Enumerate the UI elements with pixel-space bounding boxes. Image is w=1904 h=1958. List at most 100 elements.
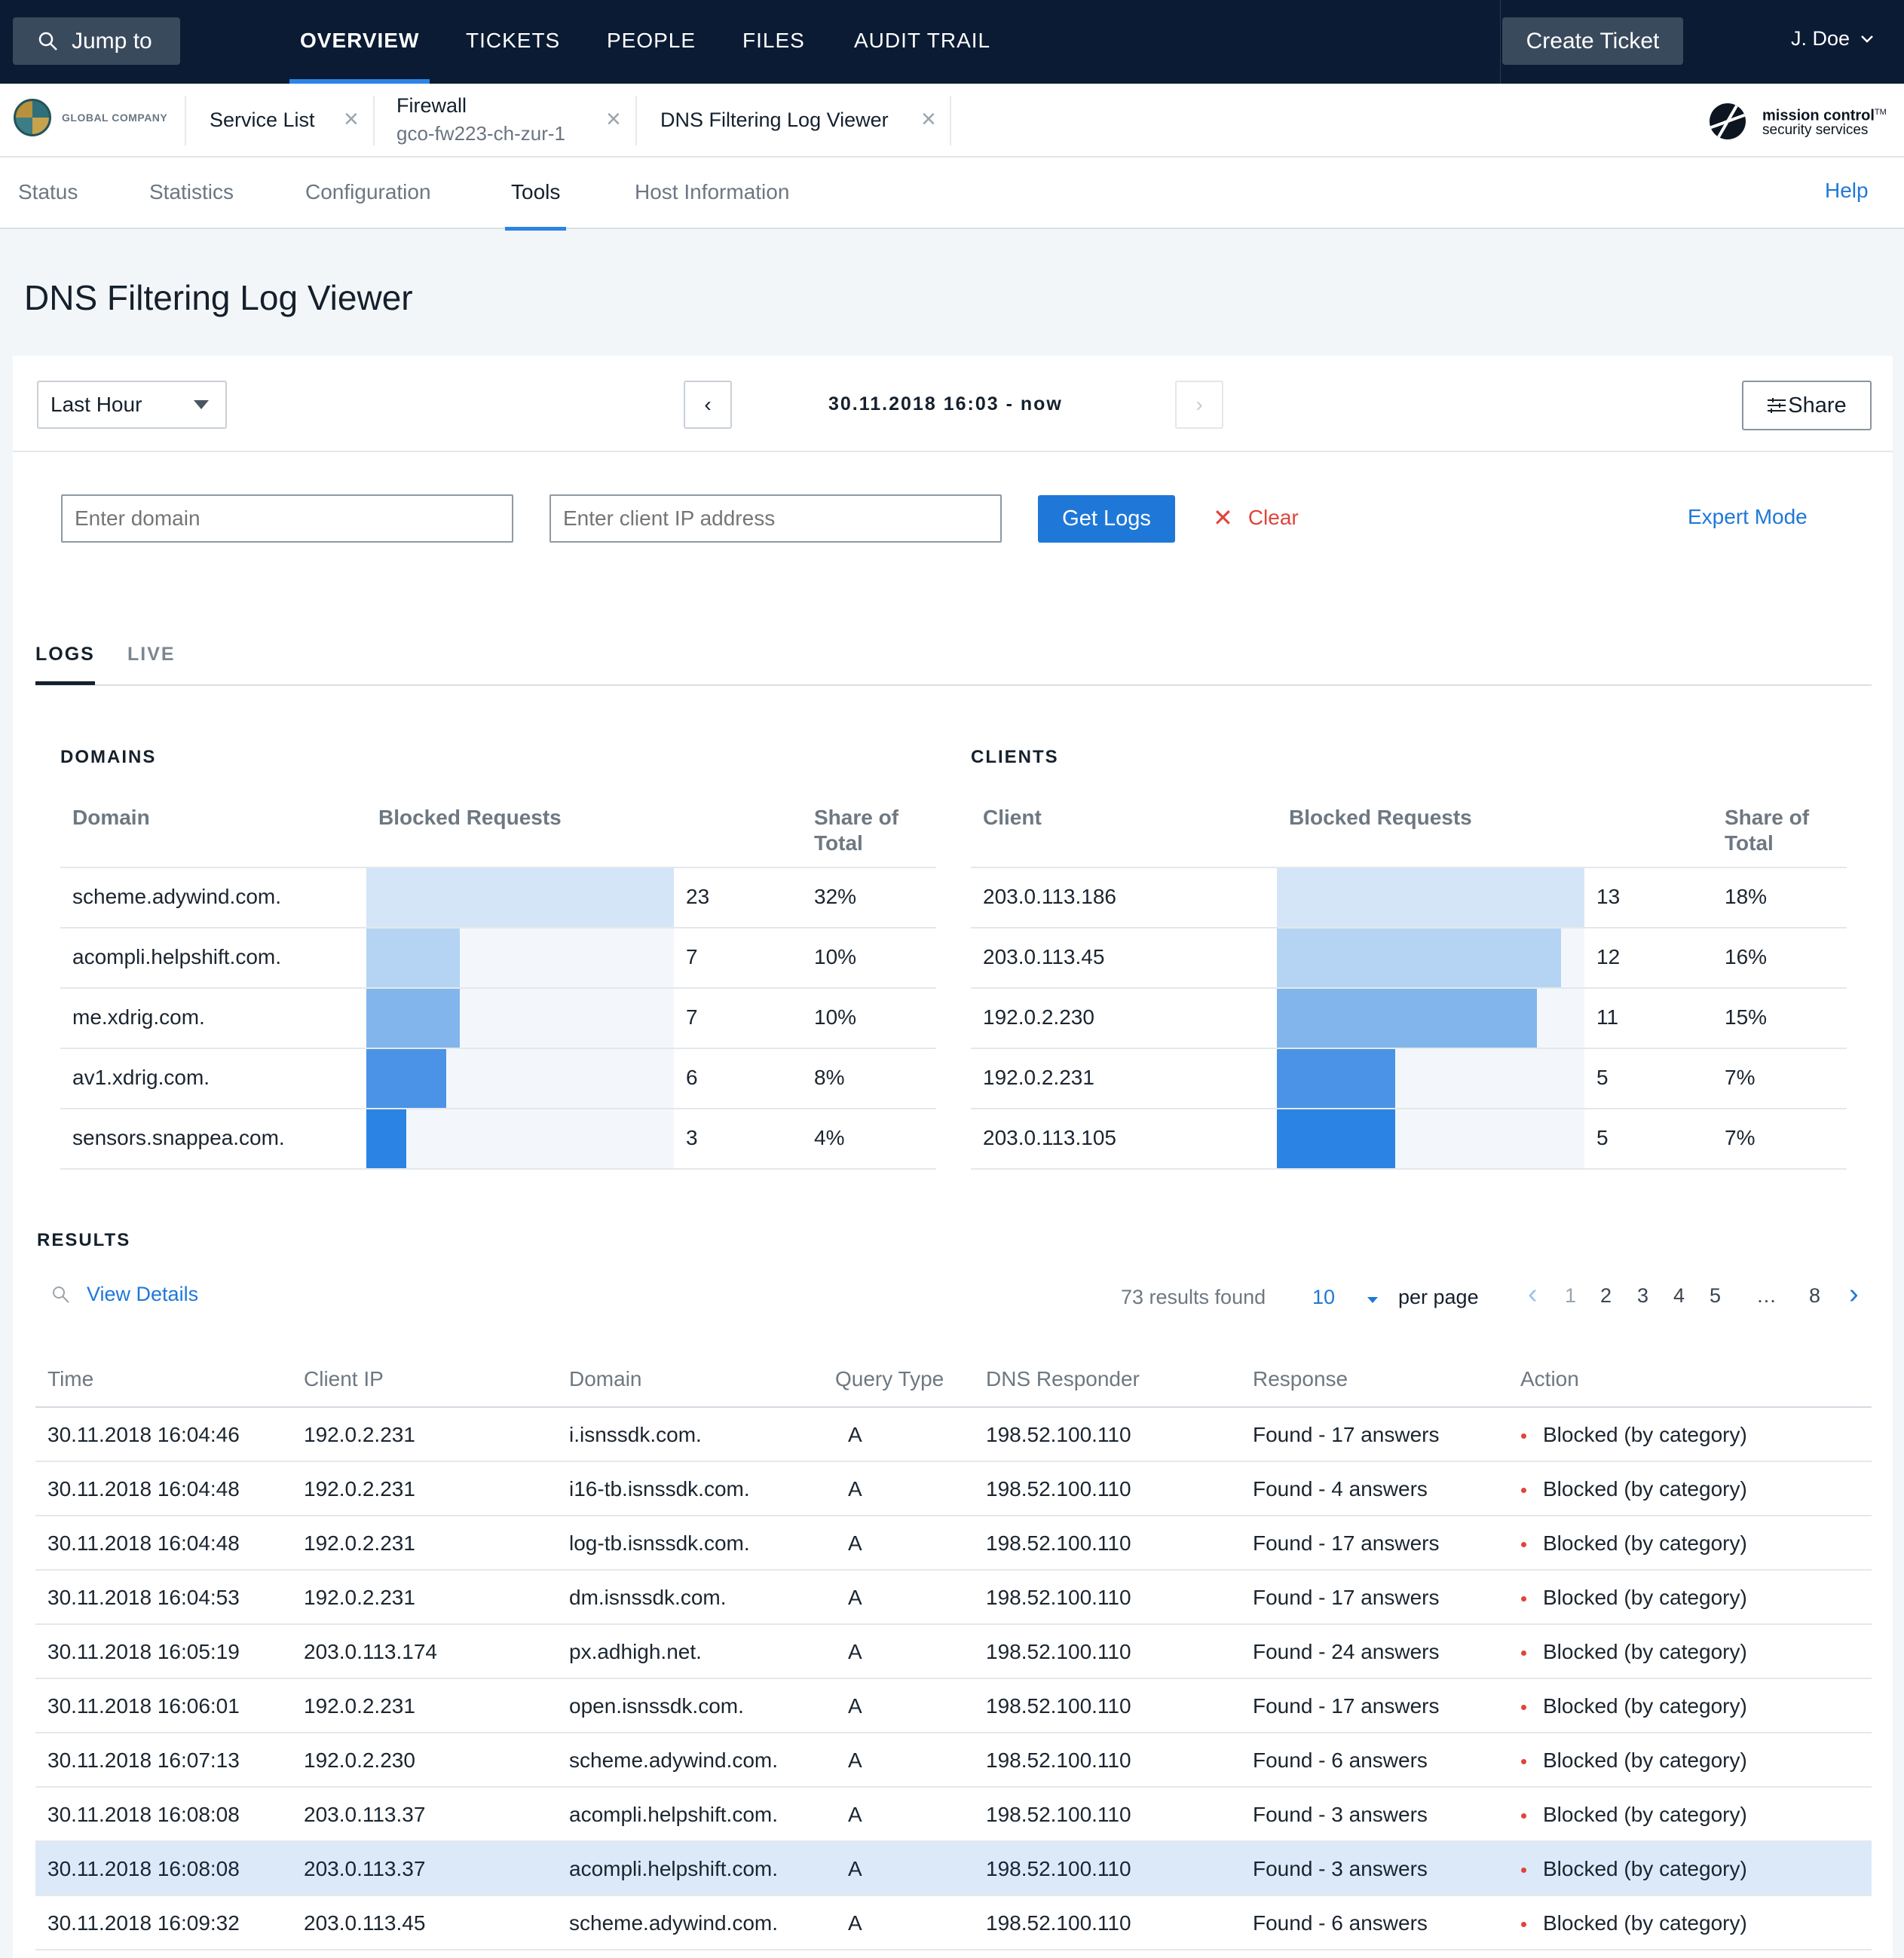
client-ip-cell: 192.0.2.231	[304, 1586, 415, 1609]
tab-tools[interactable]: Tools	[504, 180, 567, 231]
query-type-cell: A	[848, 1477, 862, 1501]
nav-tab-people[interactable]: PEOPLE	[607, 29, 696, 52]
jump-to-button[interactable]: Jump to	[13, 17, 180, 65]
close-icon[interactable]: ×	[344, 105, 359, 133]
previous-range-button[interactable]: ‹	[684, 381, 732, 429]
view-details-link[interactable]: View Details	[52, 1283, 198, 1306]
user-menu[interactable]: J. Doe	[1791, 27, 1874, 50]
tab-statistics[interactable]: Statistics	[149, 180, 234, 203]
client-ip-cell: 203.0.113.174	[304, 1640, 437, 1663]
table-row[interactable]: 30.11.2018 16:04:48 192.0.2.231 i16-tb.isn…	[35, 1462, 1872, 1516]
breadcrumb-subtitle: gco-fw223-ch-zur-1	[396, 122, 565, 145]
breadcrumb-dns-log-viewer[interactable]: DNS Filtering Log Viewer	[660, 109, 889, 132]
results-table: Time Client IP Domain Query Type DNS Res…	[35, 1352, 1872, 1950]
clients-rows: 203.0.113.186 13 18% 203.0.113.45 12 16% 192.0…	[971, 868, 1847, 1170]
time-range-bar: Last Hour ‹ 30.11.2018 16:03 - now › Sha…	[13, 356, 1893, 452]
get-logs-button[interactable]: Get Logs	[1038, 495, 1175, 543]
table-row[interactable]: 30.11.2018 16:06:01 192.0.2.231 open.isnss…	[35, 1679, 1872, 1733]
domain-input[interactable]	[61, 494, 513, 543]
column-header-query-type: Query Type	[835, 1367, 944, 1390]
chevron-left-icon[interactable]: ‹	[1528, 1278, 1538, 1310]
action-cell: Blocked (by category)	[1543, 1477, 1747, 1501]
breadcrumb-title: DNS Filtering Log Viewer	[660, 109, 889, 131]
table-row[interactable]: 192.0.2.231 5 7%	[971, 1049, 1847, 1109]
column-header-time: Time	[47, 1367, 94, 1390]
share-header-line1: Share of	[1725, 806, 1810, 829]
row-label: 192.0.2.231	[983, 1066, 1094, 1089]
nav-tab-audit-trail[interactable]: AUDIT TRAIL	[854, 29, 991, 52]
breadcrumb-divider	[635, 96, 637, 145]
domain-cell: dm.isnssdk.com.	[569, 1586, 727, 1609]
share-percent: 8%	[814, 1066, 845, 1089]
table-row[interactable]: me.xdrig.com. 7 10%	[60, 989, 936, 1049]
client-ip-cell: 203.0.113.37	[304, 1803, 426, 1826]
table-row[interactable]: 30.11.2018 16:09:32 203.0.113.45 scheme.ad…	[35, 1896, 1872, 1950]
chevron-right-icon[interactable]: ›	[1849, 1278, 1859, 1310]
query-type-cell: A	[848, 1694, 862, 1718]
next-range-button[interactable]: ›	[1175, 381, 1223, 429]
table-row[interactable]: 30.11.2018 16:04:53 192.0.2.231 dm.isnssdk…	[35, 1571, 1872, 1625]
bar-fill	[1277, 929, 1561, 987]
table-row[interactable]: 30.11.2018 16:04:46 192.0.2.231 i.isnssdk.…	[35, 1408, 1872, 1462]
expert-mode-link[interactable]: Expert Mode	[1688, 505, 1808, 528]
caret-down-icon	[194, 400, 209, 409]
table-row[interactable]: 203.0.113.186 13 18%	[971, 868, 1847, 929]
page-2[interactable]: 2	[1600, 1284, 1612, 1307]
per-page-select[interactable]: 10	[1312, 1286, 1336, 1308]
table-row[interactable]: 30.11.2018 16:04:48 192.0.2.231 log-tb.isn…	[35, 1516, 1872, 1571]
table-row[interactable]: av1.xdrig.com. 6 8%	[60, 1049, 936, 1109]
create-ticket-button[interactable]: Create Ticket	[1502, 17, 1683, 65]
help-link[interactable]: Help	[1825, 179, 1869, 202]
nav-tab-tickets[interactable]: TICKETS	[466, 29, 561, 52]
table-row[interactable]: 30.11.2018 16:07:13 192.0.2.230 scheme.ady…	[35, 1733, 1872, 1788]
page-ellipsis: …	[1756, 1284, 1777, 1307]
nav-tab-overview[interactable]: OVERVIEW	[289, 0, 430, 84]
response-cell: Found - 3 answers	[1253, 1857, 1428, 1880]
page-1[interactable]: 1	[1565, 1284, 1577, 1307]
caret-down-icon[interactable]	[1367, 1297, 1378, 1303]
table-row[interactable]: 192.0.2.230 11 15%	[971, 989, 1847, 1049]
page-3[interactable]: 3	[1637, 1284, 1649, 1307]
table-row[interactable]: 203.0.113.105 5 7%	[971, 1109, 1847, 1170]
close-icon[interactable]: ×	[921, 105, 936, 133]
breadcrumb-firewall[interactable]: Firewall gco-fw223-ch-zur-1	[396, 94, 565, 145]
row-label: scheme.adywind.com.	[72, 885, 282, 908]
row-label: 192.0.2.230	[983, 1005, 1094, 1029]
tab-configuration[interactable]: Configuration	[305, 180, 431, 203]
tab-status[interactable]: Status	[18, 180, 78, 203]
table-row[interactable]: 30.11.2018 16:08:08 203.0.113.37 acompli.h…	[35, 1788, 1872, 1842]
close-icon[interactable]: ×	[606, 105, 621, 133]
domain-cell: scheme.adywind.com.	[569, 1911, 779, 1935]
page-5[interactable]: 5	[1710, 1284, 1722, 1307]
bar-track	[366, 868, 674, 927]
clear-button[interactable]: ✕ Clear	[1213, 503, 1299, 532]
share-button[interactable]: Share	[1742, 381, 1872, 430]
tab-live[interactable]: LIVE	[127, 644, 176, 665]
table-row[interactable]: 203.0.113.45 12 16%	[971, 929, 1847, 989]
row-label: 203.0.113.45	[983, 945, 1105, 968]
table-row[interactable]: 30.11.2018 16:08:08 203.0.113.37 acompli.h…	[35, 1842, 1872, 1896]
client-ip-cell: 192.0.2.231	[304, 1477, 415, 1501]
page-8[interactable]: 8	[1809, 1284, 1821, 1307]
time-cell: 30.11.2018 16:09:32	[47, 1911, 240, 1935]
table-row[interactable]: sensors.snappea.com. 3 4%	[60, 1109, 936, 1170]
query-type-cell: A	[848, 1911, 862, 1935]
brand-name: mission control	[1762, 107, 1875, 124]
bar-track	[1277, 989, 1584, 1048]
table-row[interactable]: 30.11.2018 16:05:19 203.0.113.174 px.adhig…	[35, 1625, 1872, 1679]
clients-table: Client Blocked Requests Share of Total 20…	[971, 793, 1847, 1170]
client-ip-input[interactable]	[549, 494, 1002, 543]
breadcrumb: GLOBAL COMPANY Service List × Firewall g…	[0, 84, 1904, 158]
nav-tab-files[interactable]: FILES	[742, 29, 805, 52]
page-4[interactable]: 4	[1673, 1284, 1685, 1307]
tab-logs[interactable]: LOGS	[35, 644, 95, 685]
tab-host-information[interactable]: Host Information	[635, 180, 790, 203]
client-ip-cell: 192.0.2.231	[304, 1423, 415, 1446]
column-header-action: Action	[1520, 1367, 1579, 1390]
share-header-line1: Share of	[814, 806, 899, 829]
table-row[interactable]: acompli.helpshift.com. 7 10%	[60, 929, 936, 989]
breadcrumb-service-list[interactable]: Service List	[210, 109, 315, 132]
table-row[interactable]: scheme.adywind.com. 23 32%	[60, 868, 936, 929]
time-range-select[interactable]: Last Hour	[37, 381, 227, 429]
query-type-cell: A	[848, 1640, 862, 1663]
